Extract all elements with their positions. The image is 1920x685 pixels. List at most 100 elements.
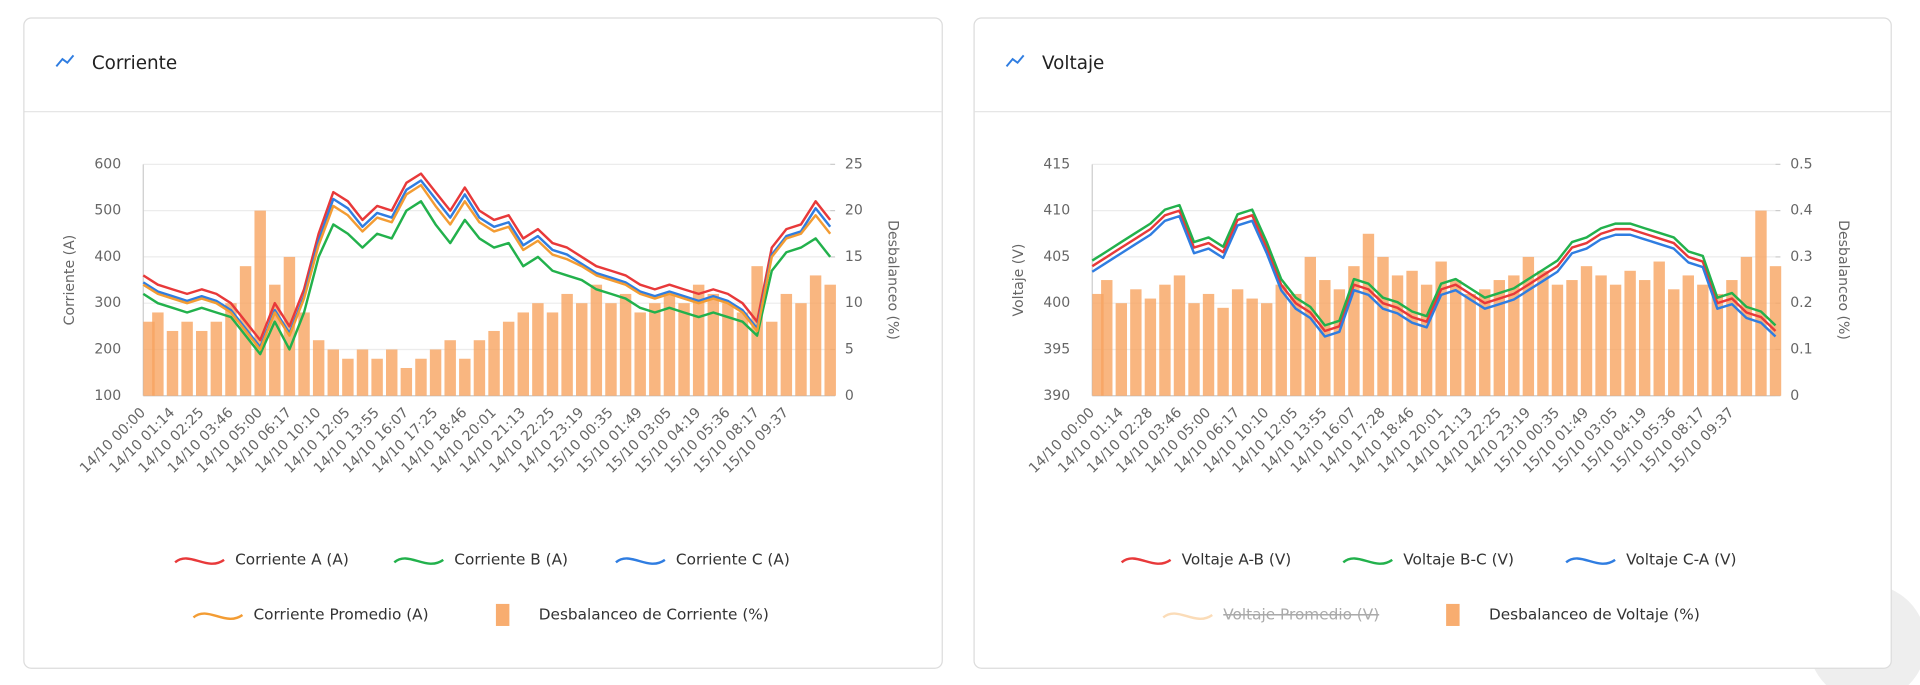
bar [1755, 210, 1767, 396]
y-tick-label: 500 [94, 203, 121, 219]
bar [181, 321, 193, 396]
bar [327, 349, 339, 396]
bar [1551, 284, 1564, 396]
bar [1595, 275, 1607, 396]
bar [692, 284, 705, 396]
bar [1188, 303, 1200, 396]
bar [143, 321, 155, 396]
bar [1391, 275, 1404, 396]
bar [561, 293, 573, 396]
legend-label: Voltaje B-C (V) [1403, 550, 1514, 568]
series-line [142, 179, 832, 349]
legend-swatch [1446, 603, 1460, 626]
bar [736, 312, 749, 396]
y-axis-title: Corriente (A) [62, 235, 78, 326]
bar [1420, 284, 1433, 396]
bar [1333, 289, 1346, 396]
y-tick-label: 600 [94, 156, 121, 172]
bar [1159, 284, 1171, 396]
series-line [142, 172, 832, 342]
bar [1362, 233, 1375, 396]
bar [619, 293, 632, 396]
bar [400, 367, 413, 396]
panel-title: Voltaje [1042, 53, 1104, 74]
legend-label: Desbalanceo de Corriente (%) [539, 605, 769, 623]
bar [152, 312, 164, 396]
bar [634, 312, 646, 396]
bar [1653, 261, 1665, 396]
bar [824, 284, 836, 396]
bar [1377, 256, 1389, 396]
bar [795, 303, 807, 396]
bar [1246, 298, 1258, 396]
y-tick-label: 405 [1043, 249, 1070, 265]
bar [1092, 293, 1104, 396]
bar [809, 275, 822, 396]
bar [444, 340, 456, 396]
bar [1624, 270, 1636, 396]
bar [1173, 275, 1186, 396]
y2-tick-label: 0.5 [1790, 156, 1812, 172]
bar [371, 358, 383, 396]
bar [1319, 280, 1331, 396]
legend-swatch [495, 603, 510, 626]
y2-tick-label: 0.1 [1790, 341, 1812, 357]
panel [973, 17, 1892, 669]
bar [356, 349, 369, 396]
bar [1508, 275, 1520, 396]
series-line [1091, 209, 1777, 333]
bar [1711, 293, 1724, 396]
series-line [142, 200, 832, 356]
bar [1522, 256, 1535, 396]
bar [254, 210, 266, 396]
bar [415, 358, 427, 396]
bar [473, 340, 486, 396]
bar [1217, 307, 1229, 396]
bar [517, 312, 529, 396]
bar [1697, 284, 1709, 396]
bar [1566, 280, 1578, 396]
bar [605, 303, 617, 396]
bar [532, 303, 544, 396]
bar [546, 312, 559, 396]
legend-label: Corriente C (A) [676, 550, 790, 568]
legend-swatch [393, 557, 444, 565]
y2-tick-label: 20 [845, 203, 863, 219]
bar [1464, 293, 1476, 396]
bar [312, 340, 325, 396]
legend-swatch [192, 612, 244, 621]
legend-label: Corriente A (A) [235, 550, 349, 568]
bar [1580, 266, 1593, 396]
bar [1304, 256, 1317, 396]
bar [166, 330, 179, 396]
y-tick-label: 400 [1043, 295, 1070, 311]
y2-tick-label: 10 [845, 295, 863, 311]
legend-label: Voltaje Promedio (V) [1223, 605, 1379, 623]
bar [429, 349, 442, 396]
bar [1740, 256, 1753, 396]
bar [459, 358, 471, 396]
bar [1638, 280, 1651, 396]
bar [269, 284, 281, 396]
legend-swatch [1120, 557, 1172, 565]
bar [707, 293, 720, 396]
y2-tick-label: 0.2 [1790, 295, 1812, 311]
y2-tick-label: 5 [845, 341, 854, 357]
y2-tick-label: 0 [1790, 388, 1799, 404]
bar [1537, 270, 1549, 396]
bar [488, 330, 500, 396]
legend-swatch [174, 557, 225, 565]
bar [1101, 280, 1113, 396]
bar [1682, 275, 1694, 396]
legend-label: Voltaje A-B (V) [1182, 550, 1292, 568]
bar [663, 293, 676, 396]
legend-swatch [1565, 557, 1616, 565]
bar [1275, 284, 1287, 396]
y2-axis-title: Desbalanceo (%) [885, 220, 901, 340]
bar [590, 284, 603, 396]
bar [780, 293, 793, 396]
bar [649, 303, 661, 396]
y2-axis-title: Desbalanceo (%) [1835, 220, 1851, 340]
